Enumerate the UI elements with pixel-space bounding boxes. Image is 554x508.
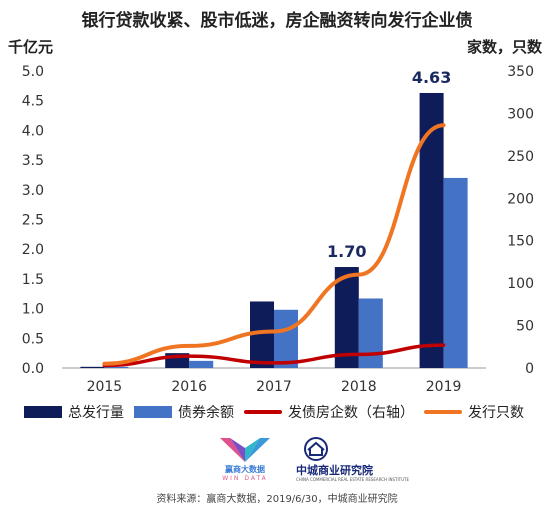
- right-unit-label: 家数，只数: [467, 38, 543, 56]
- y-right-tick-label: 150: [507, 234, 534, 250]
- y-left-tick-label: 3.0: [22, 183, 44, 199]
- y-left-tick-label: 2.0: [22, 242, 44, 258]
- bar-bond-balance: [189, 360, 214, 368]
- y-right-tick-label: 0: [525, 361, 534, 377]
- y-left-tick-label: 1.0: [22, 302, 44, 318]
- legend-item-total-issuance: 总发行量: [24, 402, 124, 422]
- legend-label-issuer-count: 发债房企数（右轴）: [288, 405, 414, 421]
- x-tick-label: 2017: [256, 379, 292, 395]
- zhongcheng-logo-icon: [304, 437, 328, 461]
- y-left-tick-label: 3.5: [22, 153, 44, 169]
- y-right-tick-label: 100: [507, 276, 534, 292]
- legend-swatch-issuer-count: [244, 410, 282, 414]
- bar-bond-balance: [274, 309, 298, 368]
- legend-swatch-total-issuance: [24, 406, 62, 418]
- bar-data-label: 4.63: [412, 68, 451, 87]
- lines: [102, 123, 446, 368]
- source-note: 资料来源：赢商大数据，2019/6/30，中城商业研究院: [156, 494, 398, 505]
- bar-data-label: 1.70: [327, 242, 366, 261]
- bar-total-issuance: [419, 92, 444, 368]
- bar-total-issuance: [80, 366, 105, 368]
- winshang-logo: 赢商大数据 WIN DATA: [208, 436, 270, 488]
- x-tick-label: 2019: [426, 379, 462, 395]
- y-left-tick-label: 4.0: [22, 123, 44, 139]
- y-left-tick-label: 1.5: [22, 272, 44, 288]
- x-tick-label: 2016: [171, 379, 207, 395]
- bar-bond-balance: [358, 298, 383, 368]
- y-right-tick-label: 50: [516, 319, 534, 335]
- x-tick-label: 2015: [87, 379, 123, 395]
- zhongcheng-logo-text: 中城商业研究院: [296, 464, 373, 477]
- y-left-tick-label: 4.5: [22, 94, 44, 110]
- legend-label-total-issuance: 总发行量: [68, 405, 124, 421]
- y-left-tick-label: 0.0: [22, 361, 44, 377]
- winshang-logo-text: 赢商大数据: [225, 465, 265, 474]
- legend-label-bond-balance: 债券余额: [178, 405, 234, 421]
- x-tick-label: 2018: [341, 379, 377, 395]
- legend-item-issue-count: 发行只数: [424, 402, 524, 422]
- logos: 赢商大数据 WIN DATA 中城商业研究院 CHINA COMMERCIAL …: [200, 434, 409, 489]
- bar-bond-balance: [443, 177, 468, 368]
- zhongcheng-logo: 中城商业研究院 CHINA COMMERCIAL REAL ESTATE RES…: [296, 436, 409, 488]
- line-issue-count: [102, 123, 446, 366]
- bar-total-issuance: [334, 267, 359, 368]
- bar-bond-balance: [104, 366, 129, 368]
- chart-title: 银行贷款收紧、股市低迷，房企融资转向发行企业债: [81, 11, 473, 31]
- bars: [80, 92, 468, 368]
- zhongcheng-logo-subtext: CHINA COMMERCIAL REAL ESTATE RESEARCH IN…: [296, 477, 409, 482]
- winshang-logo-icon: [220, 438, 270, 462]
- y-right-tick-label: 300: [507, 106, 534, 122]
- left-unit-label: 千亿元: [8, 38, 53, 56]
- y-right-tick-label: 250: [507, 149, 534, 165]
- legend-swatch-bond-balance: [134, 406, 172, 418]
- chart-plot: 千亿元 家数，只数 0.0 0.5 1.0 1.5 2.0 2.5 3.0 3.5 4.0 4.5…: [8, 38, 543, 395]
- y-left-tick-label: 0.5: [22, 331, 44, 347]
- legend-item-issuer-count: 发债房企数（右轴）: [244, 402, 414, 422]
- y-left-tick-label: 2.5: [22, 213, 44, 229]
- legend-swatch-issue-count: [424, 410, 462, 414]
- legend: 总发行量 债券余额 发债房企数（右轴） 发行只数: [24, 400, 554, 424]
- line-issuer-count: [102, 343, 446, 368]
- y-left-tick-label: 5.0: [22, 64, 44, 80]
- y-right-tick-label: 350: [507, 64, 534, 80]
- y-right-tick-label: 200: [507, 191, 534, 207]
- axes: 0.0 0.5 1.0 1.5 2.0 2.5 3.0 3.5 4.0 4.5 5.0 0 50 100 1…: [22, 64, 534, 395]
- legend-label-issue-count: 发行只数: [468, 405, 524, 421]
- winshang-logo-subtext: WIN DATA: [222, 475, 268, 482]
- data-labels: 1.70 4.63: [327, 68, 451, 261]
- legend-item-bond-balance: 债券余额: [134, 402, 234, 422]
